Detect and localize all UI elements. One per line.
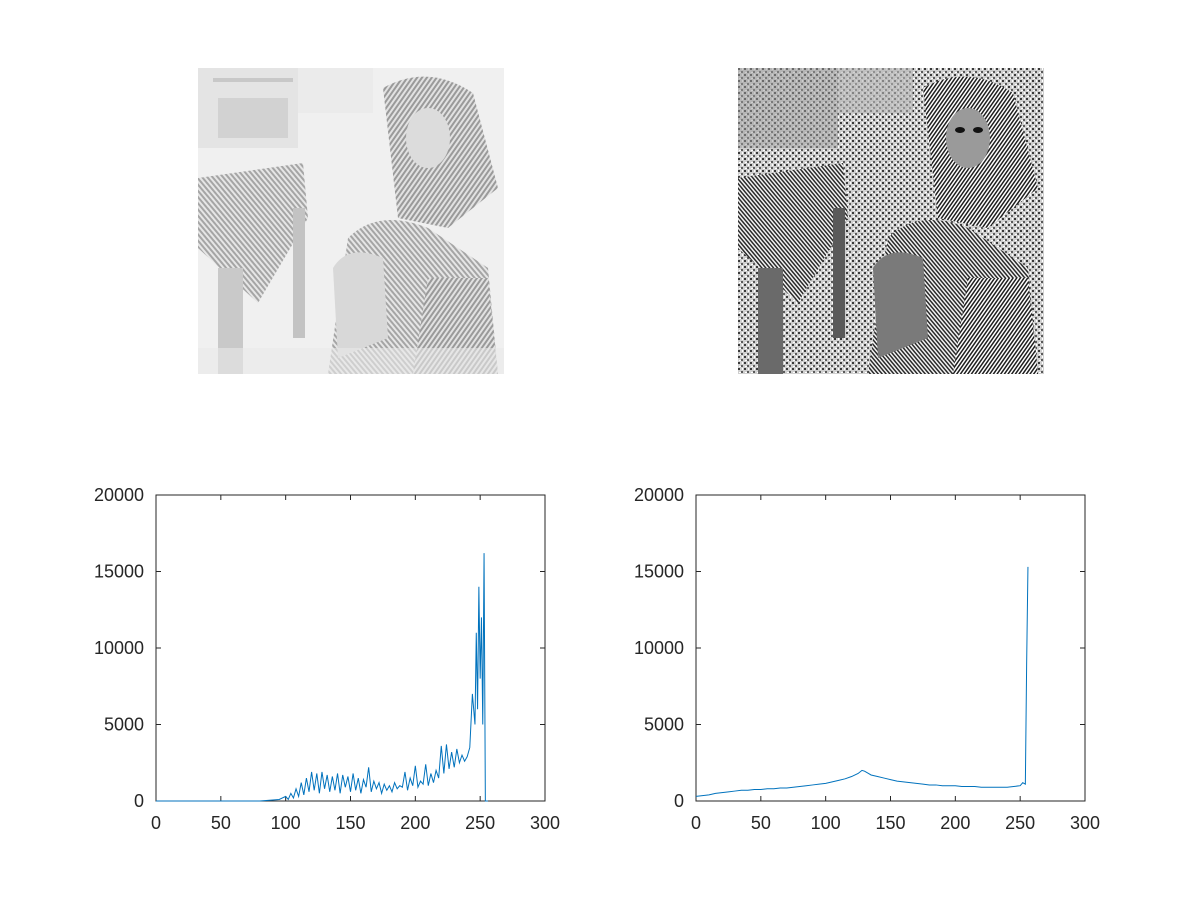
left-hist-y-tick-label: 20000: [94, 485, 144, 505]
left-hist-x-tick-label: 0: [151, 813, 161, 833]
left-hist-x-tick-label: 150: [335, 813, 365, 833]
right-hist-x-tick-label: 150: [875, 813, 905, 833]
left-hist-y-tick-label: 10000: [94, 638, 144, 658]
right-hist-y-tick-label: 20000: [634, 485, 684, 505]
left-hist-x-tick-label: 250: [465, 813, 495, 833]
left-hist-x-tick-label: 300: [530, 813, 560, 833]
right-hist-series-line: [695, 566, 1029, 797]
left-hist-y-tick-label: 5000: [104, 715, 144, 735]
left-hist-x-tick-label: 100: [271, 813, 301, 833]
histogram-original: 0 50 100 150 200 250 300 0 5000 10000 15000 20000: [94, 485, 560, 833]
left-hist-y-tick-label: 0: [134, 791, 144, 811]
right-hist-x-tick-label: 50: [751, 813, 771, 833]
right-hist-y-tick-label: 15000: [634, 562, 684, 582]
right-hist-x-tick-label: 100: [811, 813, 841, 833]
right-hist-y-tick-label: 0: [674, 791, 684, 811]
left-hist-x-tick-label: 200: [400, 813, 430, 833]
left-hist-axes-box: [155, 494, 546, 802]
right-hist-y-tick-label: 10000: [634, 638, 684, 658]
histogram-processed: 0 50 100 150 200 250 300 0 5000 10000 15000 20000: [634, 485, 1100, 833]
right-hist-y-tick-label: 5000: [644, 715, 684, 735]
left-hist-series-line: [156, 553, 488, 802]
left-hist-x-tick-label: 50: [211, 813, 231, 833]
right-hist-x-tick-label: 200: [940, 813, 970, 833]
processed-edge-enhanced-photo: [738, 68, 1044, 374]
right-hist-x-tick-label: 250: [1005, 813, 1035, 833]
original-grayscale-photo: [198, 68, 504, 374]
left-hist-y-tick-label: 15000: [94, 562, 144, 582]
right-hist-x-tick-label: 300: [1070, 813, 1100, 833]
right-hist-x-tick-label: 0: [691, 813, 701, 833]
